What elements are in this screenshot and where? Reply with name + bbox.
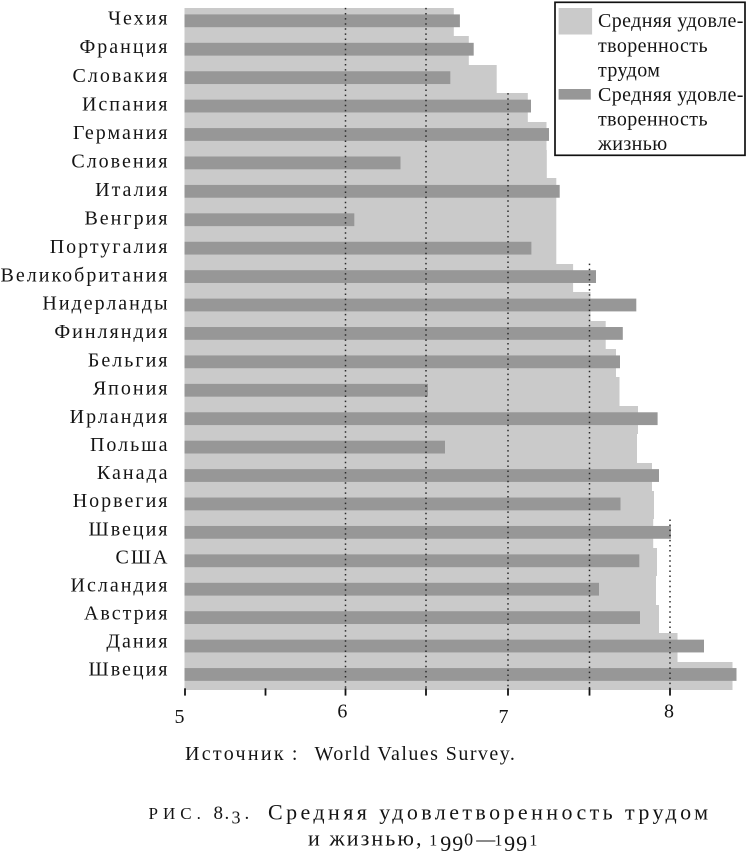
svg-text:Япония: Япония [93, 378, 170, 400]
svg-text:Нидерланды: Нидерланды [42, 293, 169, 315]
svg-text:Словения: Словения [71, 150, 169, 172]
svg-text:Франция: Франция [80, 36, 170, 58]
svg-text:Португалия: Португалия [50, 236, 170, 258]
svg-text:World Values Survey.: World Values Survey. [315, 743, 517, 765]
svg-text:трудом: трудом [598, 59, 660, 81]
svg-text:Источник:: Источник: [185, 743, 300, 765]
svg-text:Норвегия: Норвегия [73, 490, 170, 512]
svg-text:РИС.: РИС. [149, 804, 206, 823]
svg-text:Польша: Польша [90, 434, 170, 456]
svg-text:Дания: Дания [106, 630, 169, 652]
svg-text:творенность: творенность [598, 35, 708, 57]
svg-text:Ирландия: Ирландия [70, 406, 170, 428]
svg-text:6: 6 [337, 701, 347, 723]
svg-text:8: 8 [664, 701, 674, 723]
svg-text:Италия: Италия [95, 179, 169, 201]
svg-text:Австрия: Австрия [84, 602, 170, 624]
svg-text:Испания: Испания [82, 93, 170, 115]
svg-text:творенность: творенность [598, 109, 708, 131]
svg-text:США: США [116, 546, 170, 568]
svg-text:Германия: Германия [73, 122, 170, 144]
svg-text:Средняя удовлетворенность труд: Средняя удовлетворенность трудом [268, 800, 711, 825]
svg-text:Финляндия: Финляндия [54, 321, 169, 343]
svg-text:Чехия: Чехия [108, 8, 170, 30]
svg-text:Великобритания: Великобритания [1, 264, 170, 286]
svg-text:5: 5 [175, 706, 185, 728]
svg-text:Венгрия: Венгрия [84, 207, 169, 229]
svg-text:Канада: Канада [97, 462, 170, 484]
svg-text:Швеция: Швеция [89, 659, 170, 681]
svg-text:8.3.: 8. 3. [214, 803, 250, 828]
svg-text:Словакия: Словакия [73, 65, 170, 87]
svg-text:и жизнью,: и жизнью, [308, 826, 424, 851]
svg-text:Бельгия: Бельгия [88, 349, 170, 371]
svg-text:Швеция: Швеция [89, 518, 170, 540]
svg-text:7: 7 [499, 706, 509, 728]
svg-text:Средняя удовле-: Средняя удовле- [598, 84, 744, 106]
svg-text:Исландия: Исландия [71, 574, 170, 596]
svg-text:Средняя удовле-: Средняя удовле- [598, 10, 744, 32]
svg-text:жизнью: жизнью [597, 133, 668, 155]
